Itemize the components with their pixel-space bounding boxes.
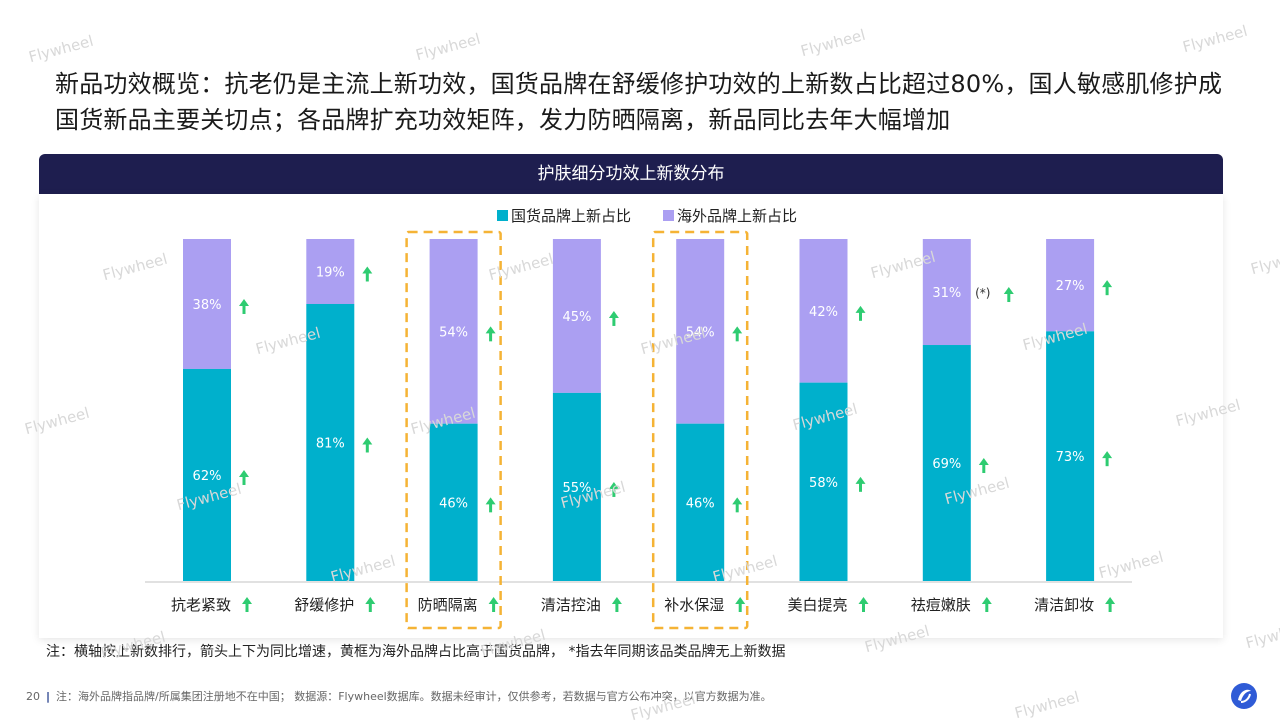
data-label-domestic: 46% <box>686 496 715 511</box>
arrow-up-icon <box>732 326 743 342</box>
arrow-up-icon <box>608 310 619 326</box>
flywheel-logo-icon <box>1231 683 1257 709</box>
arrow-up-icon <box>981 597 992 612</box>
bar-overseas <box>429 239 478 424</box>
data-label-domestic: 46% <box>439 496 468 511</box>
data-label-overseas: 38% <box>193 298 222 313</box>
arrow-up-icon <box>488 597 499 612</box>
arrow-up-icon <box>239 469 249 485</box>
x-tick-label: 舒缓修护 <box>294 596 354 614</box>
watermark: Flywheel <box>26 31 96 67</box>
arrow-up-icon <box>365 597 376 612</box>
legend-swatch-overseas <box>663 210 674 221</box>
arrow-up-icon <box>362 437 373 453</box>
watermark: Flywheel <box>1180 21 1250 57</box>
footer-text: 注：海外品牌指品牌/所属集团注册地不在中国； 数据源：Flywheel数据库。数… <box>56 690 772 703</box>
arrow-up-icon <box>978 458 989 474</box>
bar-domestic <box>1046 331 1095 581</box>
arrow-up-icon <box>732 497 743 513</box>
data-label-overseas: 54% <box>439 325 468 340</box>
bar-overseas <box>1046 239 1095 332</box>
watermark: Flywheel <box>1012 687 1082 720</box>
arrow-up-icon <box>608 481 619 497</box>
x-tick-label: 补水保湿 <box>664 596 724 614</box>
data-label-domestic: 55% <box>562 481 591 496</box>
page-number: 20 <box>26 690 40 703</box>
data-label-overseas: 42% <box>809 305 838 320</box>
annotation-no-prior-data: (*) <box>975 286 990 300</box>
bar-domestic <box>552 392 601 581</box>
bar-domestic <box>429 423 478 581</box>
watermark: Flywheel <box>798 25 868 61</box>
x-tick-label: 美白提亮 <box>787 596 847 614</box>
arrow-up-icon <box>611 597 622 612</box>
x-tick-label: 防晒隔离 <box>418 596 478 614</box>
arrow-up-icon <box>242 597 252 612</box>
bar-overseas <box>183 239 231 369</box>
data-label-domestic: 62% <box>193 469 222 484</box>
bar-overseas <box>922 239 971 346</box>
legend-swatch-domestic <box>497 210 508 221</box>
highlight-box <box>405 230 502 630</box>
data-label-overseas: 27% <box>1056 279 1085 294</box>
arrow-up-icon <box>485 497 496 513</box>
watermark: Flywheel <box>413 29 483 65</box>
arrow-up-icon <box>1105 597 1116 612</box>
arrow-up-icon <box>239 298 249 314</box>
bar-overseas <box>676 239 725 424</box>
data-label-overseas: 31% <box>932 286 961 301</box>
legend-label-overseas: 海外品牌上新占比 <box>677 207 797 225</box>
arrow-up-icon <box>735 597 746 612</box>
arrow-up-icon <box>1102 280 1113 296</box>
data-label-domestic: 69% <box>932 457 961 472</box>
x-tick-label: 清洁控油 <box>541 596 601 614</box>
chart-panel-header: 护肤细分功效上新数分布 <box>39 154 1223 194</box>
arrow-up-icon <box>858 597 869 612</box>
bar-domestic <box>306 303 355 581</box>
data-label-domestic: 73% <box>1056 450 1085 465</box>
footer-separator: | <box>46 690 51 703</box>
chart-note: 注：横轴按上新数排行，箭头上下为同比增速，黄框为海外品牌占比高于国货品牌， *指… <box>46 644 786 660</box>
arrow-up-icon <box>362 266 373 282</box>
chart-panel <box>39 194 1223 638</box>
bar-domestic <box>676 423 725 581</box>
arrow-up-icon <box>485 326 496 342</box>
highlight-box <box>651 230 749 630</box>
legend-label-domestic: 国货品牌上新占比 <box>511 207 631 225</box>
stacked-bar-chart: 国货品牌上新占比 海外品牌上新占比 38% 62% 抗老紧致 19% 81% 舒缓修护 54% 4… <box>145 207 1132 630</box>
bar-overseas <box>799 239 848 383</box>
data-label-overseas: 54% <box>686 325 715 340</box>
data-label-domestic: 81% <box>316 436 345 451</box>
arrow-up-icon <box>855 476 866 492</box>
arrow-up-icon <box>1102 451 1113 467</box>
x-tick-label: 抗老紧致 <box>171 596 231 614</box>
page-headline: 新品功效概览：抗老仍是主流上新功效，国货品牌在舒缓修护功效的上新数占比超过80%… <box>55 70 1223 134</box>
data-label-domestic: 58% <box>809 476 838 491</box>
arrow-up-icon <box>855 305 866 321</box>
footer: 20 | 注：海外品牌指品牌/所属集团注册地不在中国； 数据源：Flywheel数据… <box>26 688 772 704</box>
bar-domestic <box>922 345 971 581</box>
arrow-up-icon <box>1003 287 1014 303</box>
data-label-overseas: 19% <box>316 265 345 280</box>
bar-domestic <box>799 382 848 581</box>
x-tick-label: 祛痘嫩肤 <box>911 596 971 614</box>
x-tick-label: 清洁卸妆 <box>1034 596 1094 614</box>
bar-overseas <box>552 239 601 393</box>
bar-domestic <box>183 368 231 581</box>
bar-overseas <box>306 239 355 304</box>
data-label-overseas: 45% <box>562 310 591 325</box>
